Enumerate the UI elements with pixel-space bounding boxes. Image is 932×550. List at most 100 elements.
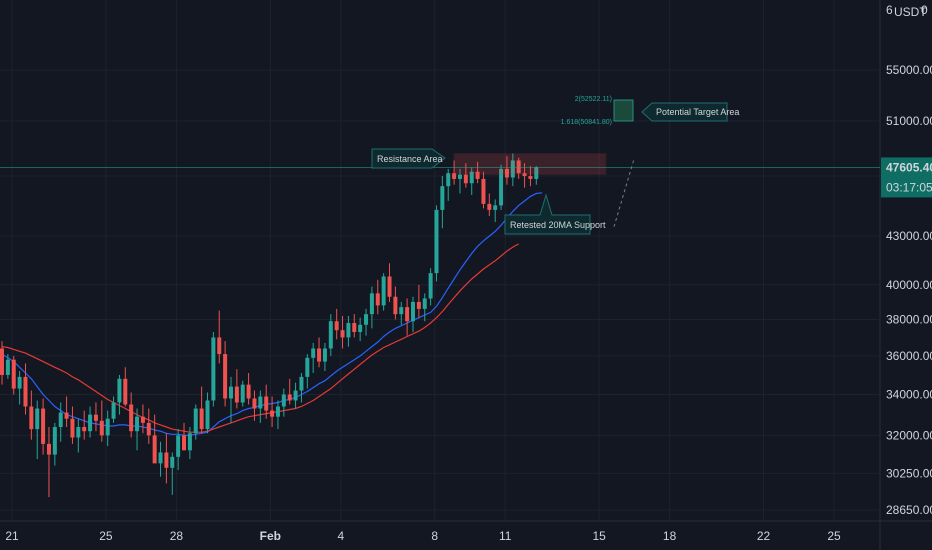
- candle-body: [205, 400, 210, 430]
- candle-body: [528, 176, 533, 179]
- candle-body: [358, 324, 363, 332]
- candle-body: [499, 168, 504, 206]
- candle-body: [422, 298, 427, 309]
- candle-body: [217, 337, 222, 355]
- candle-body: [369, 293, 374, 315]
- candle-body: [35, 408, 40, 430]
- y-tick-label: 30250.00: [886, 466, 932, 480]
- resistance-callout[interactable]: Resistance Area: [371, 148, 446, 169]
- candle-body: [328, 321, 333, 349]
- support-callout-box: [504, 193, 591, 235]
- candle-body: [481, 178, 486, 204]
- x-tick-label: 25: [827, 529, 841, 543]
- candle-body: [334, 321, 339, 331]
- x-tick-label: 18: [663, 529, 677, 543]
- candle-body: [29, 406, 34, 430]
- candle-body: [346, 323, 351, 338]
- time-axis[interactable]: 21 25 28 Feb 4 8 11 15 18 22 25: [5, 529, 841, 543]
- candle-body: [305, 357, 310, 377]
- candle-body: [352, 323, 357, 332]
- x-tick-label: 21: [5, 529, 19, 543]
- fib-extension[interactable]: 2(52522.11) 1.618(50841.80): [561, 96, 634, 126]
- resistance-zone: [453, 153, 607, 176]
- candle-body: [146, 422, 151, 436]
- y-tick-label: 40000.00: [886, 278, 932, 292]
- candle-body: [152, 435, 157, 464]
- candle-body: [176, 435, 181, 457]
- candle-body: [504, 168, 509, 178]
- candle-body: [199, 408, 204, 430]
- x-tick-label: 28: [170, 529, 184, 543]
- candle-body: [129, 404, 134, 432]
- candle-body: [399, 307, 404, 315]
- x-tick-label: 4: [337, 529, 344, 543]
- candle-body: [270, 410, 275, 417]
- candle-body: [135, 416, 140, 432]
- candle-countdown: 03:17:05: [886, 180, 932, 194]
- candle-body: [228, 386, 233, 399]
- candle-body: [428, 273, 433, 299]
- candle-body: [193, 408, 198, 434]
- x-tick-label: Feb: [260, 529, 281, 543]
- candle-body: [5, 359, 10, 375]
- candle-body: [281, 394, 286, 407]
- candle-body: [287, 394, 292, 401]
- candle-body: [434, 209, 439, 274]
- resistance-callout-text: Resistance Area: [377, 154, 443, 164]
- candle-body: [293, 390, 298, 401]
- fib-level-high: 2(52522.11): [575, 96, 612, 103]
- candle-body: [82, 427, 87, 432]
- candle-body: [493, 205, 498, 210]
- support-callout[interactable]: Retested 20MA Support: [504, 193, 606, 235]
- currency-label[interactable]: USDT: [894, 5, 927, 19]
- candle-body: [452, 173, 457, 179]
- y-tick-label: 55000.00: [886, 63, 932, 77]
- candle-body: [534, 167, 539, 179]
- x-tick-label: 25: [99, 529, 113, 543]
- candle-body: [164, 452, 169, 468]
- candle-body: [187, 433, 192, 451]
- candle-body: [364, 314, 369, 325]
- candle-body: [311, 348, 316, 358]
- candle-body: [340, 330, 345, 338]
- candle-body: [411, 301, 415, 322]
- y-tick-label: 43000.00: [886, 229, 932, 243]
- candle-body: [487, 203, 492, 210]
- candle-body: [299, 376, 304, 391]
- candle-body: [223, 354, 228, 399]
- candle-body: [317, 348, 322, 362]
- fib-level-low: 1.618(50841.80): [561, 119, 612, 126]
- candle-body: [140, 416, 145, 423]
- candle-body: [93, 414, 98, 421]
- candle-body: [58, 412, 63, 428]
- y-tick-label: 34000.00: [886, 387, 932, 401]
- candle-body: [322, 348, 327, 362]
- x-tick-label: 22: [757, 529, 771, 543]
- candle-body: [76, 427, 81, 438]
- candle-body: [252, 398, 257, 409]
- candle-body: [381, 276, 386, 306]
- axis-top-clipped-label: 6: [886, 3, 893, 17]
- grid: [0, 0, 880, 521]
- price-axis[interactable]: 28650.00 30250.00 32000.00 34000.00 36000.00…: [886, 63, 932, 517]
- y-tick-label: 32000.00: [886, 428, 932, 442]
- candle-body: [463, 174, 468, 184]
- candle-body: [516, 160, 521, 174]
- y-tick-label: 51000.00: [886, 114, 932, 128]
- candle-body: [182, 435, 187, 451]
- x-tick-label: 15: [592, 529, 606, 543]
- candle-body: [105, 418, 110, 436]
- candle-body: [117, 378, 122, 403]
- candle-body: [440, 186, 445, 210]
- candle-body: [387, 276, 392, 297]
- candle-body: [240, 384, 245, 403]
- candle-body: [46, 443, 51, 455]
- candle-body: [88, 414, 93, 432]
- target-callout[interactable]: Potential Target Area: [641, 102, 739, 122]
- resistance-callout-box: [371, 148, 446, 169]
- candles: [0, 153, 539, 498]
- candle-body: [246, 384, 251, 399]
- candle-body: [405, 307, 410, 322]
- candle-body: [522, 173, 527, 177]
